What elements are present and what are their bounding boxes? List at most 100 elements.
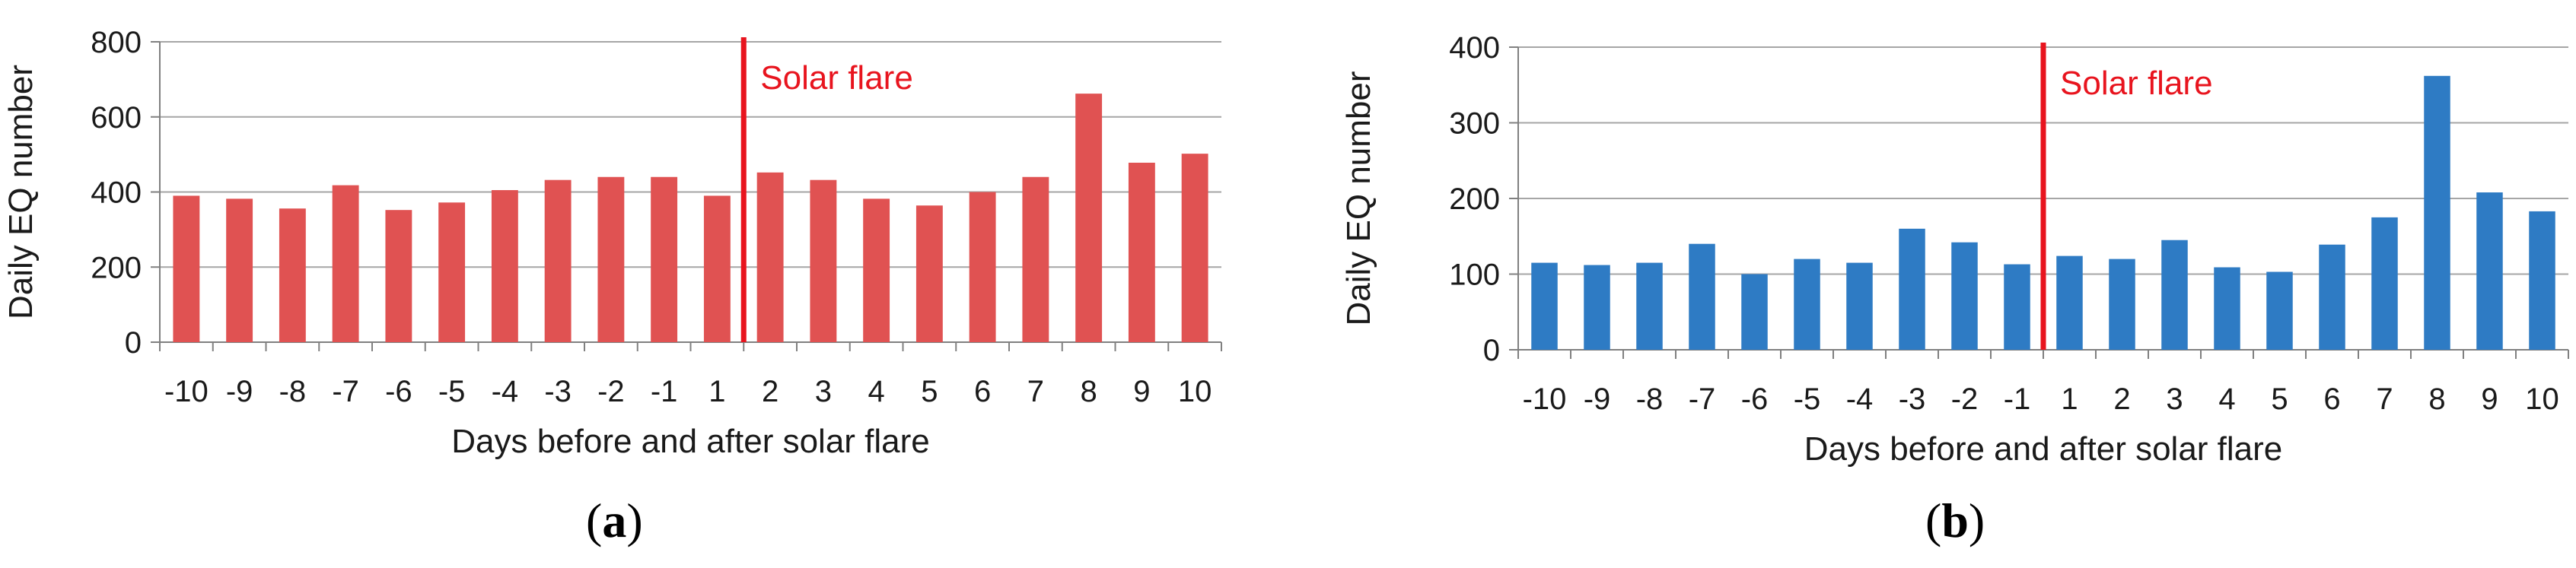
bar (651, 176, 678, 342)
y-tick-label: 100 (1449, 259, 1500, 292)
bar (2056, 255, 2083, 350)
x-tick-label: 7 (1027, 375, 1044, 408)
y-tick-label: 200 (1449, 182, 1500, 216)
bar (438, 202, 466, 342)
x-tick-label: -10 (164, 375, 209, 408)
bar (2214, 267, 2240, 350)
x-tick-label: -8 (1636, 382, 1664, 416)
x-tick-label: 1 (2061, 382, 2078, 416)
x-tick-label: -5 (1794, 382, 1821, 416)
x-tick-label: 4 (2218, 382, 2235, 416)
y-tick-label: 200 (91, 251, 142, 284)
bar (1846, 262, 1873, 350)
x-tick-label: -8 (279, 375, 307, 408)
bar (863, 198, 890, 342)
bar (1075, 94, 1103, 342)
bar (1022, 176, 1049, 342)
bar (2319, 244, 2345, 350)
y-tick-label: 600 (91, 101, 142, 135)
x-axis-title: Days before and after solar flare (451, 423, 930, 460)
bar (1584, 265, 1610, 350)
bar-chart-a: 0 200 400 600 800 -10 -9 -8 -7 -6 -5 -4 -3 -2 -1 1 2 3 4 5 6… (2, 26, 1222, 460)
y-tick-label: 0 (125, 326, 142, 360)
x-tick-label: 2 (2113, 382, 2130, 416)
x-tick-label: 3 (2166, 382, 2183, 416)
bar (385, 210, 412, 342)
bar (969, 192, 996, 342)
bar (1181, 154, 1208, 342)
bar (544, 179, 572, 342)
bar (915, 205, 943, 342)
x-tick-label: 9 (1133, 375, 1150, 408)
panel-label-b: (b) (1925, 493, 1985, 547)
bar (2529, 211, 2555, 350)
bar (1794, 259, 1820, 350)
bar (1128, 162, 1155, 342)
x-tick-label: 7 (2376, 382, 2393, 416)
x-tick-label: -7 (1689, 382, 1716, 416)
chart-panel-b: 0 100 200 300 400 -10 -9 -8 -7 -6 -5 -4 -3 -2 -1 1 2 3 4 5 6… (1324, 0, 2576, 568)
x-tick-label: -6 (385, 375, 412, 408)
x-tick-label: 5 (2271, 382, 2288, 416)
x-tick-label: -5 (438, 375, 466, 408)
bar (226, 198, 253, 342)
bar (2161, 240, 2188, 350)
x-tick-label: -9 (226, 375, 253, 408)
bar (1899, 228, 1925, 350)
x-tick-label: -3 (1899, 382, 1926, 416)
bar (597, 176, 625, 342)
x-tick-label: -9 (1584, 382, 1611, 416)
x-tick-label: -4 (1846, 382, 1874, 416)
panel-label-a: (a) (586, 493, 643, 547)
bar (1951, 242, 1978, 350)
y-tick-label: 400 (91, 176, 142, 210)
bar (810, 179, 837, 342)
x-tick-label: 6 (2323, 382, 2340, 416)
bar (332, 185, 359, 342)
bar (1689, 243, 1715, 350)
chart-panel-a: 0 200 400 600 800 -10 -9 -8 -7 -6 -5 -4 -3 -2 -1 1 2 3 4 5 6… (0, 0, 1286, 568)
bar (2109, 259, 2135, 350)
x-tick-label: -1 (2004, 382, 2031, 416)
x-tick-label: -1 (651, 375, 678, 408)
x-tick-label: -7 (332, 375, 359, 408)
x-tick-label: 8 (1081, 375, 1097, 408)
bar (173, 195, 200, 342)
solar-flare-label: Solar flare (2060, 65, 2213, 102)
x-tick-label: 9 (2481, 382, 2498, 416)
x-tick-label: 5 (921, 375, 938, 408)
x-axis-title: Days before and after solar flare (1804, 430, 2283, 468)
y-tick-label: 400 (1449, 31, 1500, 65)
x-tick-label: 3 (815, 375, 832, 408)
bar (2004, 264, 2030, 350)
x-tick-label: 4 (868, 375, 885, 408)
bar (1741, 274, 1768, 350)
bar (2371, 217, 2398, 350)
x-tick-label: 2 (762, 375, 779, 408)
y-axis-title: Daily EQ number (1340, 71, 1377, 325)
bar (279, 208, 306, 342)
x-tick-label: -4 (492, 375, 519, 408)
bar (1636, 262, 1663, 350)
bar (2476, 192, 2503, 350)
x-tick-label: 10 (2525, 382, 2559, 416)
x-tick-label: -6 (1741, 382, 1769, 416)
x-tick-label: -2 (1951, 382, 1979, 416)
y-tick-label: 800 (91, 26, 142, 59)
bar-chart-b: 0 100 200 300 400 -10 -9 -8 -7 -6 -5 -4 -3 -2 -1 1 2 3 4 5 6… (1340, 31, 2569, 468)
x-tick-label: -3 (544, 375, 572, 408)
x-tick-label: -2 (597, 375, 625, 408)
y-tick-label: 0 (1483, 334, 1500, 367)
x-tick-label: -10 (1523, 382, 1567, 416)
bar (703, 195, 731, 342)
x-tick-label: 10 (1178, 375, 1212, 408)
x-tick-label: 1 (708, 375, 725, 408)
bar (2266, 271, 2293, 350)
solar-flare-label: Solar flare (760, 59, 913, 97)
bar (1531, 262, 1558, 350)
y-tick-label: 300 (1449, 107, 1500, 141)
x-tick-label: 8 (2428, 382, 2445, 416)
bar (491, 190, 518, 342)
bar (2424, 75, 2450, 350)
x-tick-label: 6 (974, 375, 991, 408)
